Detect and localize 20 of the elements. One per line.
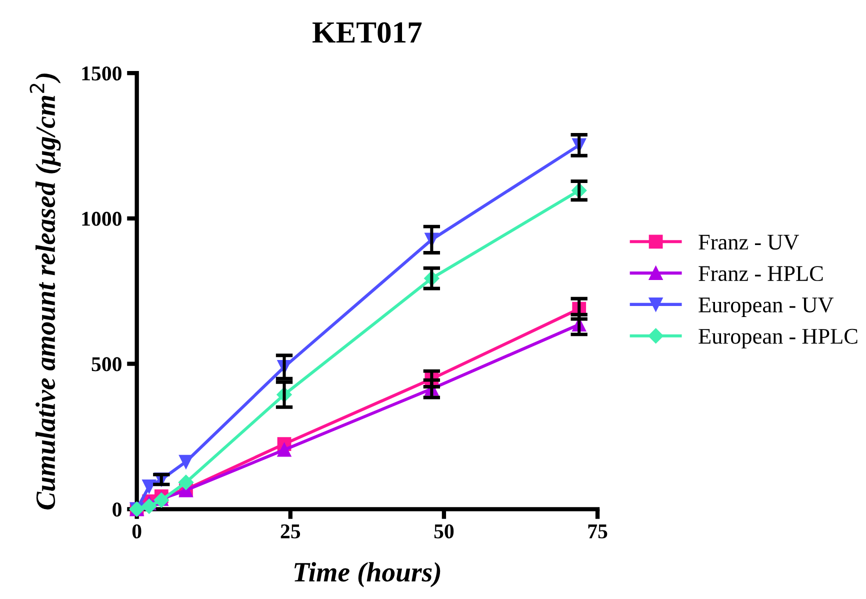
legend-label: Franz - HPLC: [698, 266, 823, 282]
legend-label: European - HPLC: [698, 328, 858, 348]
y-tick-label: 1000: [82, 212, 122, 226]
legend-label: Franz - UV: [698, 234, 799, 250]
point: [142, 498, 157, 514]
point: [178, 474, 194, 490]
chart-title: KET017: [312, 22, 422, 43]
x-tick-label: 25: [280, 524, 300, 538]
x-axis-title: Time (hours): [294, 562, 440, 588]
x-tick-label: 75: [588, 524, 608, 538]
y-tick-label: 500: [92, 357, 122, 372]
x-tick-label: 50: [434, 524, 454, 538]
point: [142, 480, 156, 494]
y-axis-title: Cumulative amount released (μg/cm$^{2}$): [30, 74, 61, 510]
y-tick-label: 0: [112, 502, 122, 517]
x-tick-label: 0: [132, 524, 142, 538]
y-tick-label: 1500: [82, 66, 122, 81]
legend-label: European - UV: [698, 298, 834, 317]
point: [277, 442, 292, 457]
point: [179, 454, 193, 469]
